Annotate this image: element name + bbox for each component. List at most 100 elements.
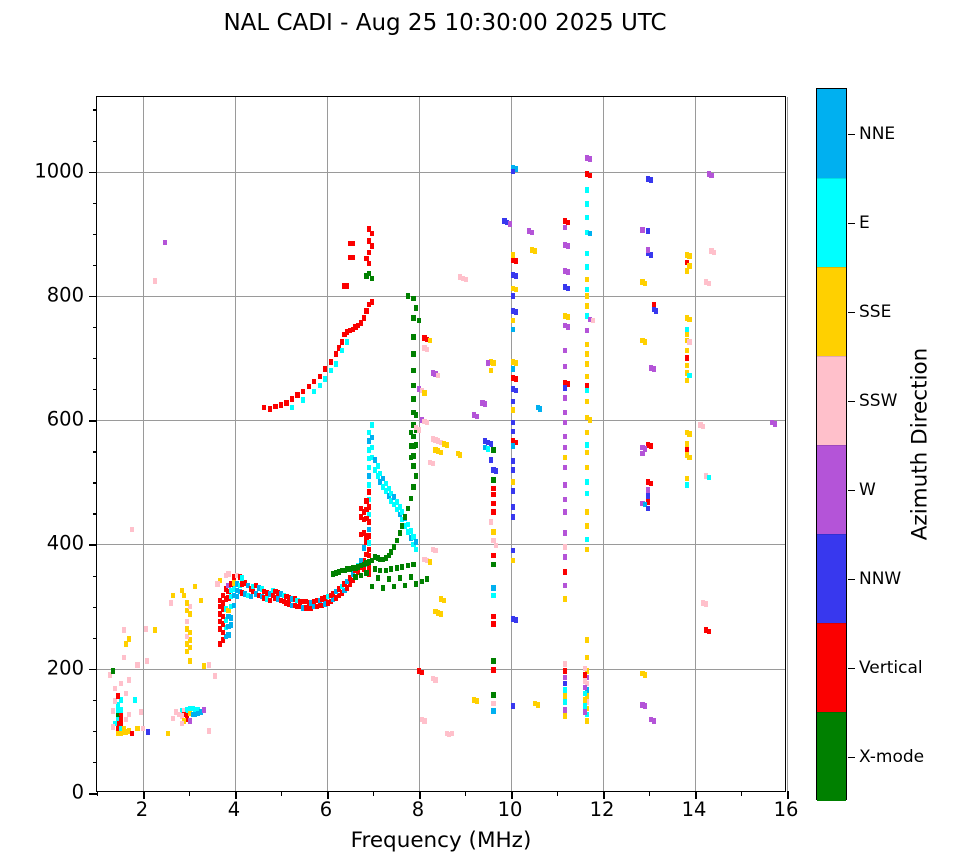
data-point <box>563 419 568 426</box>
y-tick-minor <box>92 109 97 111</box>
data-point <box>419 669 424 676</box>
data-point <box>488 457 493 463</box>
data-point <box>367 532 372 539</box>
data-point <box>582 709 587 715</box>
y-tick-major <box>89 171 97 174</box>
data-point <box>565 219 571 226</box>
data-point <box>430 546 435 553</box>
data-point <box>510 419 515 426</box>
data-point <box>190 711 195 718</box>
data-point <box>127 636 132 642</box>
data-point <box>684 268 689 274</box>
data-point <box>370 583 375 590</box>
colorbar-divider <box>817 623 846 624</box>
data-point <box>367 301 372 308</box>
data-point <box>110 708 115 714</box>
data-point <box>356 564 361 570</box>
data-point <box>703 627 709 633</box>
data-point <box>201 706 206 713</box>
data-point <box>422 418 427 425</box>
x-tick-major <box>143 791 145 799</box>
data-point <box>709 248 714 254</box>
data-point <box>226 623 231 630</box>
data-point <box>582 690 587 697</box>
y-tick-minor <box>92 202 97 205</box>
data-point <box>419 387 424 394</box>
colorbar-tick <box>848 311 855 314</box>
colorbar-segment-sse[interactable] <box>817 267 846 356</box>
data-point <box>187 637 192 643</box>
data-point <box>328 358 333 365</box>
data-point <box>223 633 228 640</box>
colorbar-segment-vertical[interactable] <box>817 623 846 712</box>
data-point <box>684 331 689 338</box>
data-point <box>124 716 129 723</box>
data-point <box>425 419 430 426</box>
data-point <box>229 603 234 610</box>
data-point <box>317 597 322 604</box>
colorbar[interactable]: NNE E SSE SSW W NNW Vertical X-mode <box>816 88 924 801</box>
data-point <box>563 444 568 451</box>
x-tick-major <box>235 791 237 799</box>
gridline-horizontal <box>97 420 785 422</box>
data-point <box>234 581 239 587</box>
data-point <box>383 488 388 494</box>
colorbar-segment-nnw[interactable] <box>817 534 846 623</box>
data-point <box>405 562 410 569</box>
data-point <box>422 335 427 341</box>
data-point <box>648 443 653 450</box>
data-point <box>381 484 386 491</box>
data-point <box>563 596 568 602</box>
data-point <box>118 680 123 687</box>
data-point <box>491 529 496 535</box>
data-point <box>298 598 303 605</box>
data-point <box>450 730 455 737</box>
colorbar-segment-w[interactable] <box>817 445 846 534</box>
data-point <box>458 452 463 458</box>
data-point <box>372 554 377 560</box>
data-point <box>510 407 515 413</box>
data-point <box>187 603 192 610</box>
data-point <box>171 592 176 599</box>
data-point <box>563 687 568 693</box>
data-point <box>585 668 590 674</box>
data-point <box>190 705 195 712</box>
data-point <box>187 710 192 717</box>
data-point <box>400 516 405 523</box>
data-point <box>386 576 391 582</box>
data-point <box>367 238 372 244</box>
data-point <box>193 583 198 590</box>
data-point <box>582 696 587 703</box>
data-point <box>323 595 328 601</box>
data-point <box>513 439 518 446</box>
y-tick-minor <box>92 575 97 577</box>
data-point <box>325 593 330 600</box>
data-point <box>648 716 653 723</box>
data-point <box>582 684 587 691</box>
data-point <box>284 593 289 600</box>
data-point <box>372 566 377 573</box>
data-point <box>414 546 419 553</box>
data-point <box>565 314 571 320</box>
colorbar-segment-nne[interactable] <box>817 89 846 178</box>
data-point <box>243 591 248 597</box>
data-point <box>394 565 399 571</box>
data-point <box>563 224 568 231</box>
colorbar-label: X-mode <box>859 746 925 767</box>
colorbar-segment-e[interactable] <box>817 178 846 267</box>
colorbar-segment-ssw[interactable] <box>817 356 846 445</box>
colorbar-segment-x-mode[interactable] <box>817 712 846 801</box>
data-point <box>510 438 515 445</box>
y-tick-minor <box>92 451 97 453</box>
data-point <box>168 600 173 606</box>
data-point <box>588 172 593 179</box>
data-point <box>687 263 692 269</box>
data-point <box>229 614 234 621</box>
data-point <box>116 720 121 727</box>
data-point <box>403 514 408 520</box>
data-point <box>588 230 593 237</box>
data-point <box>646 499 651 505</box>
y-tick-minor <box>92 730 97 733</box>
data-point <box>273 403 278 410</box>
data-point <box>585 687 590 693</box>
